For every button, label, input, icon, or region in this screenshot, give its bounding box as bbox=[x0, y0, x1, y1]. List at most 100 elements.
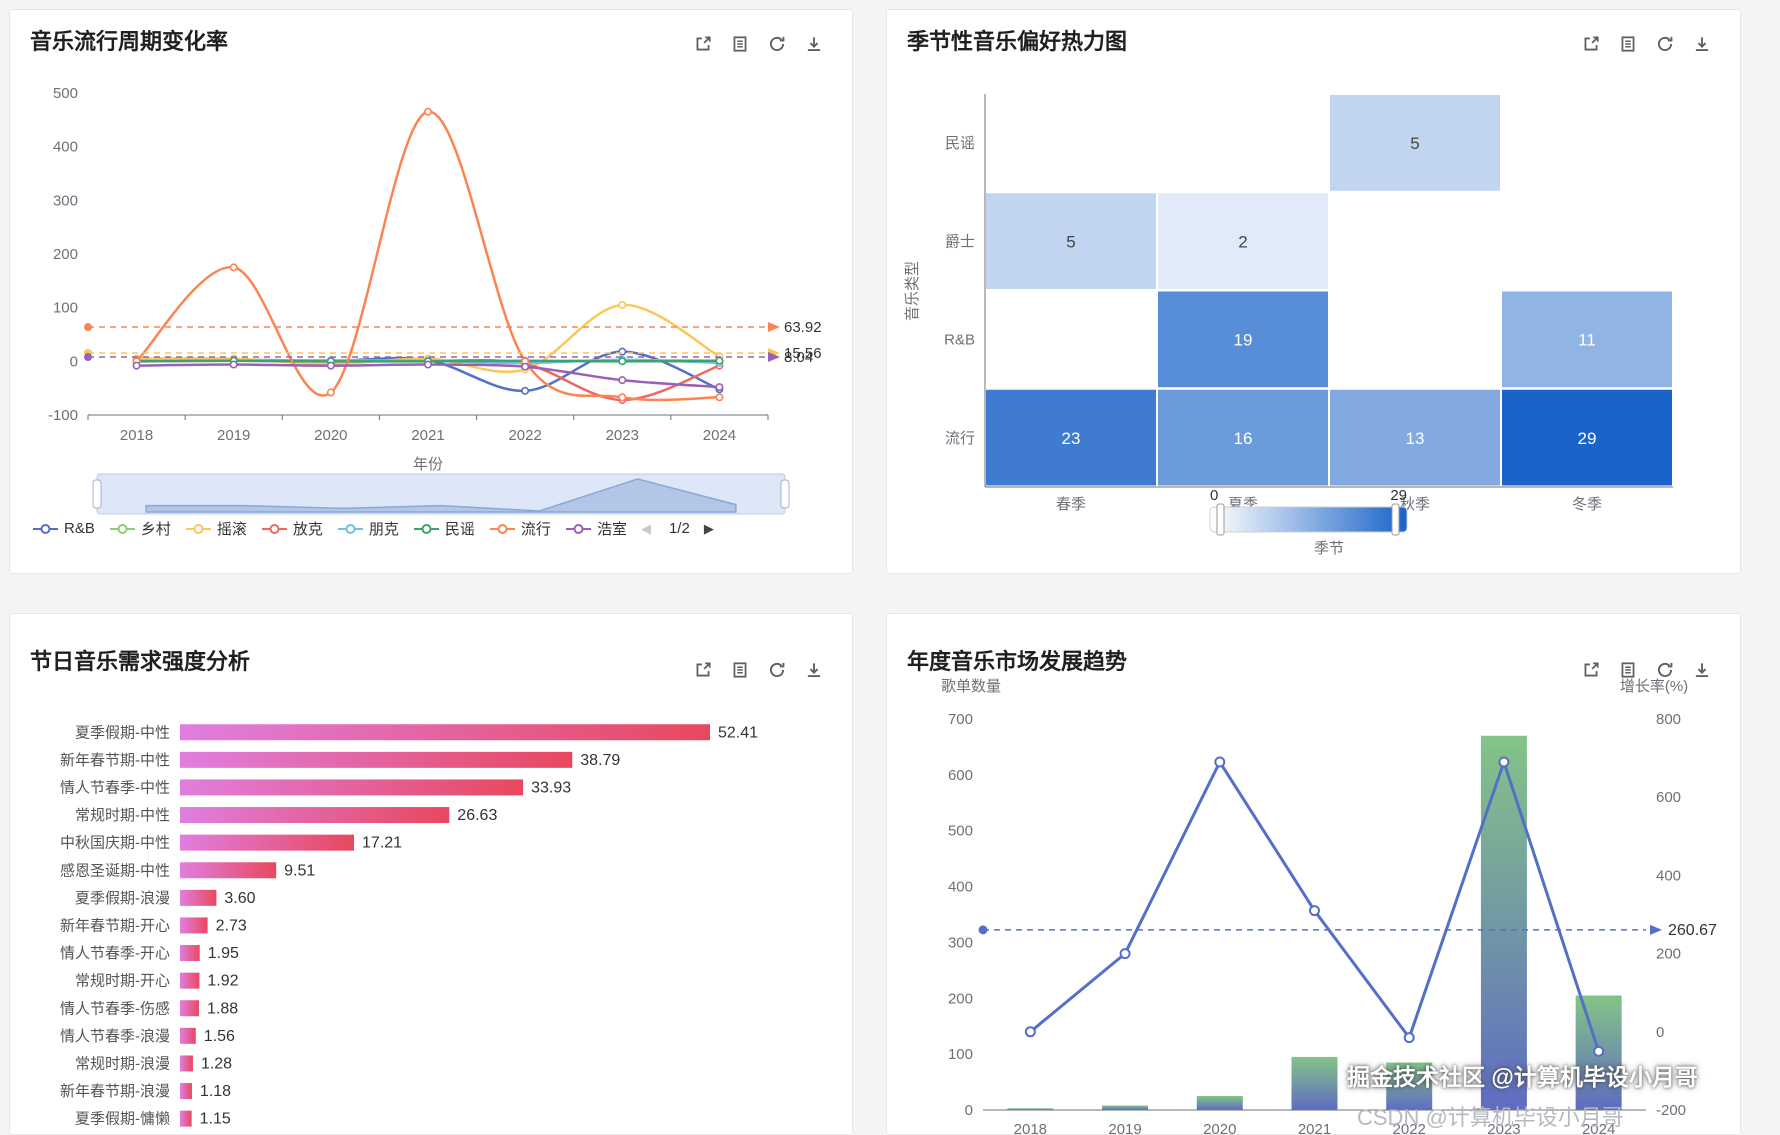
visualmap-left-handle[interactable] bbox=[1216, 503, 1225, 536]
legend-item-放克[interactable]: 放克 bbox=[261, 518, 323, 539]
heatmap-cell[interactable] bbox=[1502, 291, 1672, 388]
bar-2021[interactable] bbox=[1291, 1056, 1338, 1110]
data-zoom-icon[interactable] bbox=[693, 34, 713, 54]
heatmap-cell[interactable] bbox=[1330, 389, 1500, 486]
bar-2019[interactable] bbox=[1102, 1105, 1149, 1110]
bar-2018[interactable] bbox=[1007, 1108, 1054, 1110]
data-point[interactable] bbox=[521, 362, 530, 371]
data-point[interactable] bbox=[618, 376, 627, 385]
legend-prev-icon[interactable]: ◀ bbox=[640, 521, 651, 536]
data-zoom-icon[interactable] bbox=[693, 660, 713, 680]
visualmap-slider[interactable] bbox=[1209, 506, 1408, 533]
line-point[interactable] bbox=[1498, 756, 1510, 768]
heatmap-cell[interactable] bbox=[1330, 95, 1500, 191]
x-tick-label: 2021 bbox=[1298, 1121, 1331, 1135]
bar-2022[interactable] bbox=[1386, 1062, 1433, 1110]
data-view-icon[interactable] bbox=[1618, 660, 1638, 680]
data-view-icon[interactable] bbox=[1618, 34, 1638, 54]
bar-value-label: 52.41 bbox=[718, 724, 758, 741]
datazoom-left-handle[interactable] bbox=[92, 479, 102, 509]
visualmap-right-handle[interactable] bbox=[1391, 503, 1400, 536]
legend-label: 浩室 bbox=[596, 521, 627, 538]
bar-情人节春季-中性[interactable] bbox=[180, 779, 524, 796]
data-view-icon[interactable] bbox=[730, 34, 750, 54]
bar-2023[interactable] bbox=[1480, 735, 1527, 1110]
data-point[interactable] bbox=[326, 361, 335, 370]
legend-item-流行[interactable]: 流行 bbox=[489, 518, 551, 539]
y-tick-label: 爵士 bbox=[945, 233, 975, 250]
heatmap-cell[interactable] bbox=[986, 193, 1156, 289]
bar-新年春节期-开心[interactable] bbox=[180, 917, 208, 934]
restore-icon[interactable] bbox=[767, 34, 787, 54]
legend-next-icon[interactable]: ▶ bbox=[703, 521, 714, 536]
legend-item-浩室[interactable]: 浩室 bbox=[565, 518, 627, 539]
heatmap-cell[interactable] bbox=[986, 389, 1156, 486]
bar-情人节春季-开心[interactable] bbox=[180, 945, 200, 962]
bar-夏季假期-中性[interactable] bbox=[180, 724, 710, 741]
restore-icon[interactable] bbox=[1655, 660, 1675, 680]
line-point[interactable] bbox=[1119, 948, 1131, 960]
line-point[interactable] bbox=[1593, 1045, 1605, 1057]
right-tick-label: 600 bbox=[1656, 789, 1681, 806]
legend-item-R&B[interactable]: R&B bbox=[32, 520, 95, 537]
data-point[interactable] bbox=[521, 386, 530, 395]
legend-item-朋克[interactable]: 朋克 bbox=[337, 518, 399, 539]
data-point[interactable] bbox=[715, 356, 724, 365]
category-label: 感恩圣诞期-中性 bbox=[60, 862, 170, 879]
category-label: 夏季假期-中性 bbox=[75, 724, 170, 741]
data-view-icon[interactable] bbox=[730, 660, 750, 680]
bar-新年春节期-中性[interactable] bbox=[180, 751, 573, 768]
bar-value-label: 1.15 bbox=[200, 1111, 231, 1128]
restore-icon[interactable] bbox=[767, 660, 787, 680]
bar-感恩圣诞期-中性[interactable] bbox=[180, 862, 277, 879]
restore-icon[interactable] bbox=[1655, 34, 1675, 54]
line-point[interactable] bbox=[1214, 756, 1226, 768]
data-point[interactable] bbox=[618, 347, 627, 356]
bar-中秋国庆期-中性[interactable] bbox=[180, 834, 355, 851]
heatmap-cell[interactable] bbox=[1158, 291, 1328, 388]
panel-annual-trend: 年度音乐市场发展趋势 0 100 200 300 400 500 600 700 -200 0 20… bbox=[886, 613, 1741, 1135]
legend-label: 民谣 bbox=[444, 521, 475, 538]
data-point[interactable] bbox=[618, 300, 627, 309]
bar-常规时期-开心[interactable] bbox=[180, 972, 200, 989]
data-point[interactable] bbox=[229, 263, 238, 272]
data-point[interactable] bbox=[326, 388, 335, 397]
legend-item-摇滚[interactable]: 摇滚 bbox=[185, 518, 247, 539]
data-point[interactable] bbox=[132, 361, 141, 370]
data-point[interactable] bbox=[618, 357, 627, 366]
x-tick-label: 2020 bbox=[1203, 1121, 1236, 1135]
datazoom-right-handle[interactable] bbox=[780, 479, 790, 509]
save-image-icon[interactable] bbox=[804, 660, 824, 680]
heatmap-cell[interactable] bbox=[1158, 389, 1328, 486]
bar-常规时期-浪漫[interactable] bbox=[180, 1055, 193, 1072]
bar-常规时期-中性[interactable] bbox=[180, 807, 450, 824]
bar-2020[interactable] bbox=[1196, 1096, 1243, 1110]
heatmap-cell[interactable] bbox=[1158, 193, 1328, 289]
bar-情人节春季-浪漫[interactable] bbox=[180, 1027, 196, 1044]
bar-夏季假期-慵懒[interactable] bbox=[180, 1110, 192, 1127]
x-tick-label: 秋季 bbox=[1400, 496, 1430, 513]
heatmap-cell[interactable] bbox=[1502, 389, 1672, 486]
save-image-icon[interactable] bbox=[1692, 660, 1712, 680]
legend-item-乡村[interactable]: 乡村 bbox=[109, 518, 171, 539]
data-point[interactable] bbox=[423, 107, 432, 116]
bar-夏季假期-浪漫[interactable] bbox=[180, 889, 217, 906]
data-point[interactable] bbox=[229, 360, 238, 369]
line-point[interactable] bbox=[1024, 1026, 1036, 1038]
panel-season-heatmap: 季节性音乐偏好热力图 民谣 爵士 R&B 流行 春季 夏季 秋季 冬季 音乐类型 5 5 2 19 11 2… bbox=[886, 9, 1741, 574]
line-point[interactable] bbox=[1309, 905, 1320, 917]
data-zoom-icon[interactable] bbox=[1581, 660, 1601, 680]
data-point[interactable] bbox=[715, 383, 724, 392]
data-point[interactable] bbox=[423, 360, 432, 369]
page-title: 季节性音乐偏好热力图 bbox=[907, 29, 1128, 54]
line-point[interactable] bbox=[1403, 1032, 1415, 1044]
data-point[interactable] bbox=[618, 393, 627, 402]
data-zoom-icon[interactable] bbox=[1581, 34, 1601, 54]
legend-item-民谣[interactable]: 民谣 bbox=[413, 518, 475, 539]
bar-情人节春季-伤感[interactable] bbox=[180, 1000, 200, 1017]
save-image-icon[interactable] bbox=[1692, 34, 1712, 54]
save-image-icon[interactable] bbox=[804, 34, 824, 54]
bar-新年春节期-浪漫[interactable] bbox=[180, 1083, 192, 1100]
data-point[interactable] bbox=[715, 393, 724, 402]
legend-line-icon bbox=[337, 523, 363, 534]
